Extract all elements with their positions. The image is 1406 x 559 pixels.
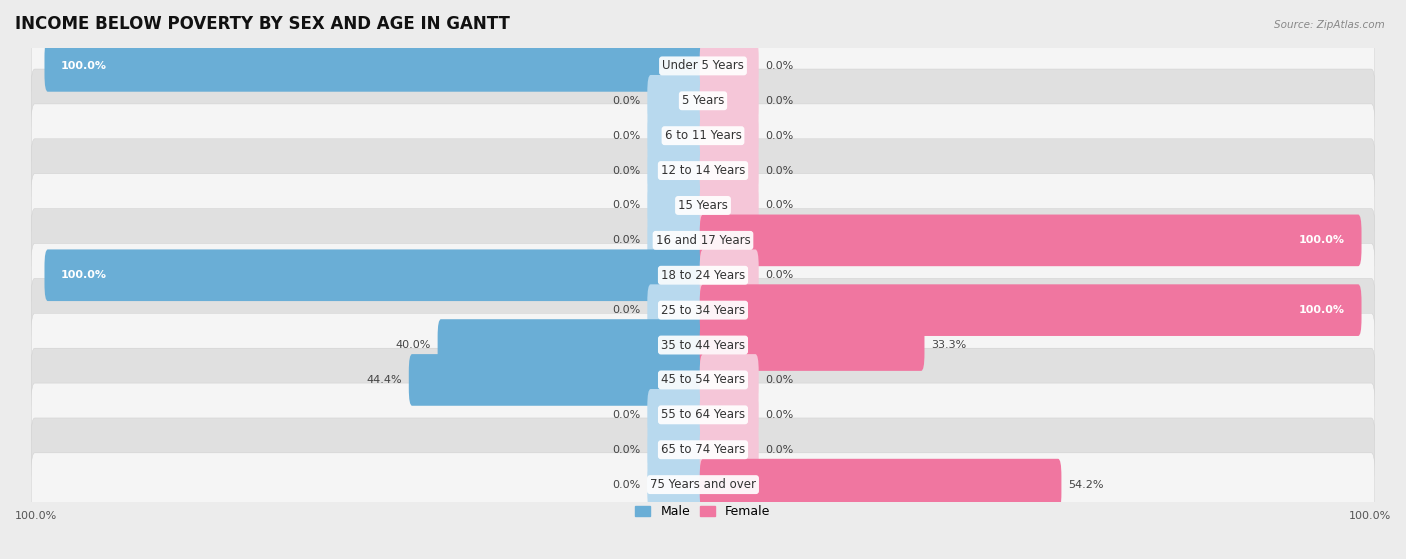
FancyBboxPatch shape — [647, 179, 706, 231]
FancyBboxPatch shape — [647, 145, 706, 196]
Text: 100.0%: 100.0% — [15, 511, 58, 521]
Text: 65 to 74 Years: 65 to 74 Years — [661, 443, 745, 456]
Text: 0.0%: 0.0% — [613, 165, 641, 176]
FancyBboxPatch shape — [409, 354, 706, 406]
Text: 0.0%: 0.0% — [765, 165, 793, 176]
Text: 55 to 64 Years: 55 to 64 Years — [661, 408, 745, 421]
Text: 5 Years: 5 Years — [682, 94, 724, 107]
Text: 0.0%: 0.0% — [765, 61, 793, 71]
Text: 54.2%: 54.2% — [1069, 480, 1104, 490]
Text: 100.0%: 100.0% — [1299, 305, 1346, 315]
FancyBboxPatch shape — [700, 285, 1361, 336]
FancyBboxPatch shape — [647, 215, 706, 266]
Text: 45 to 54 Years: 45 to 54 Years — [661, 373, 745, 386]
FancyBboxPatch shape — [700, 110, 759, 162]
Text: 75 Years and over: 75 Years and over — [650, 478, 756, 491]
Text: 44.4%: 44.4% — [367, 375, 402, 385]
Text: 0.0%: 0.0% — [613, 410, 641, 420]
FancyBboxPatch shape — [31, 418, 1375, 481]
FancyBboxPatch shape — [700, 40, 759, 92]
Text: 0.0%: 0.0% — [613, 445, 641, 454]
FancyBboxPatch shape — [700, 75, 759, 126]
FancyBboxPatch shape — [700, 215, 1361, 266]
FancyBboxPatch shape — [31, 383, 1375, 447]
Text: 0.0%: 0.0% — [613, 235, 641, 245]
Text: 15 Years: 15 Years — [678, 199, 728, 212]
FancyBboxPatch shape — [31, 209, 1375, 272]
Text: 0.0%: 0.0% — [613, 305, 641, 315]
Text: 12 to 14 Years: 12 to 14 Years — [661, 164, 745, 177]
FancyBboxPatch shape — [700, 354, 759, 406]
Text: 0.0%: 0.0% — [613, 131, 641, 141]
Text: 100.0%: 100.0% — [60, 61, 107, 71]
Text: 0.0%: 0.0% — [765, 410, 793, 420]
FancyBboxPatch shape — [31, 348, 1375, 411]
FancyBboxPatch shape — [700, 179, 759, 231]
FancyBboxPatch shape — [31, 453, 1375, 517]
FancyBboxPatch shape — [45, 40, 706, 92]
Text: Under 5 Years: Under 5 Years — [662, 59, 744, 73]
FancyBboxPatch shape — [647, 110, 706, 162]
FancyBboxPatch shape — [31, 244, 1375, 307]
FancyBboxPatch shape — [647, 424, 706, 476]
FancyBboxPatch shape — [700, 145, 759, 196]
Text: 0.0%: 0.0% — [765, 201, 793, 211]
FancyBboxPatch shape — [700, 249, 759, 301]
FancyBboxPatch shape — [31, 104, 1375, 168]
Text: 33.3%: 33.3% — [931, 340, 966, 350]
Text: 0.0%: 0.0% — [765, 445, 793, 454]
Text: 0.0%: 0.0% — [765, 96, 793, 106]
FancyBboxPatch shape — [700, 424, 759, 476]
FancyBboxPatch shape — [31, 278, 1375, 342]
FancyBboxPatch shape — [647, 459, 706, 510]
Legend: Male, Female: Male, Female — [630, 500, 776, 523]
Text: 0.0%: 0.0% — [765, 375, 793, 385]
Text: 0.0%: 0.0% — [613, 201, 641, 211]
FancyBboxPatch shape — [31, 34, 1375, 98]
Text: 35 to 44 Years: 35 to 44 Years — [661, 339, 745, 352]
Text: Source: ZipAtlas.com: Source: ZipAtlas.com — [1274, 20, 1385, 30]
Text: 0.0%: 0.0% — [613, 96, 641, 106]
Text: 100.0%: 100.0% — [1299, 235, 1346, 245]
FancyBboxPatch shape — [647, 75, 706, 126]
FancyBboxPatch shape — [700, 459, 1062, 510]
Text: 40.0%: 40.0% — [395, 340, 432, 350]
FancyBboxPatch shape — [647, 389, 706, 440]
Text: 18 to 24 Years: 18 to 24 Years — [661, 269, 745, 282]
FancyBboxPatch shape — [31, 174, 1375, 237]
FancyBboxPatch shape — [700, 319, 925, 371]
FancyBboxPatch shape — [45, 249, 706, 301]
Text: 100.0%: 100.0% — [1348, 511, 1391, 521]
Text: 0.0%: 0.0% — [613, 480, 641, 490]
FancyBboxPatch shape — [647, 285, 706, 336]
Text: 0.0%: 0.0% — [765, 131, 793, 141]
FancyBboxPatch shape — [31, 69, 1375, 132]
Text: 6 to 11 Years: 6 to 11 Years — [665, 129, 741, 142]
FancyBboxPatch shape — [437, 319, 706, 371]
Text: 0.0%: 0.0% — [765, 270, 793, 280]
Text: 100.0%: 100.0% — [60, 270, 107, 280]
FancyBboxPatch shape — [700, 389, 759, 440]
Text: INCOME BELOW POVERTY BY SEX AND AGE IN GANTT: INCOME BELOW POVERTY BY SEX AND AGE IN G… — [15, 15, 510, 33]
Text: 25 to 34 Years: 25 to 34 Years — [661, 304, 745, 316]
FancyBboxPatch shape — [31, 139, 1375, 202]
Text: 16 and 17 Years: 16 and 17 Years — [655, 234, 751, 247]
FancyBboxPatch shape — [31, 313, 1375, 377]
